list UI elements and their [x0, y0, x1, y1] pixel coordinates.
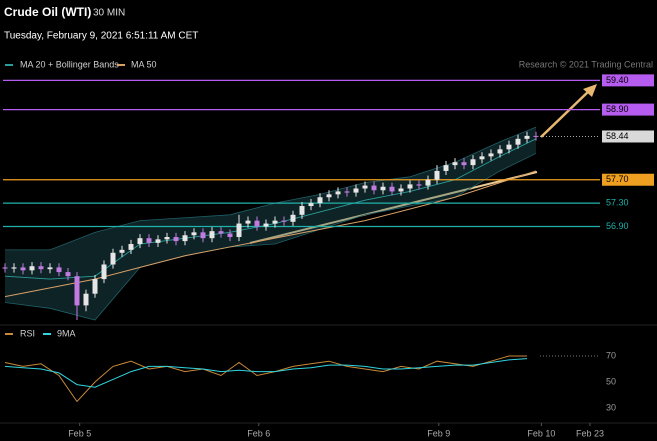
candle-body [191, 232, 197, 236]
x-tick-label: Feb 10 [527, 428, 555, 438]
candle-body [452, 162, 458, 166]
level-label: 57.70 [606, 174, 629, 184]
candle-body [470, 159, 476, 166]
candle-body [38, 266, 44, 270]
candle-body [407, 184, 413, 189]
x-tick-label: Feb 5 [68, 428, 91, 438]
candle-body [443, 165, 449, 171]
candle-body [335, 191, 341, 195]
candle-body [317, 197, 323, 204]
candle-body [200, 232, 206, 239]
legend-label: MA 20 + Bollinger Bands [20, 59, 119, 69]
candle-body [398, 188, 404, 192]
candle-body [56, 267, 62, 273]
candle-body [137, 238, 143, 245]
candle-body [47, 267, 53, 270]
timeframe: 30 MIN [93, 8, 125, 19]
candle-body [110, 252, 116, 265]
trend-line [249, 171, 538, 244]
candle-body [290, 214, 296, 222]
arrow-head [583, 84, 597, 97]
candle-body [488, 153, 494, 157]
candle-body [281, 220, 287, 222]
candle-body [515, 138, 521, 145]
level-label-box [602, 103, 654, 116]
candle-body [20, 267, 26, 271]
legend-label: 9MA [57, 328, 76, 338]
candle-body [74, 276, 80, 306]
legend-label: RSI [20, 328, 35, 338]
level-label: 58.44 [606, 131, 629, 141]
candle-body [29, 266, 35, 271]
candle-body [65, 272, 71, 277]
candle-body [146, 238, 152, 243]
candle-body [11, 267, 17, 269]
candle-body [128, 244, 134, 250]
candle-body [101, 264, 107, 280]
candle-body [236, 223, 242, 238]
date: Tuesday, February 9, 2021 6:51:11 AM CET [4, 31, 198, 42]
chart-title: Crude Oil (WTI) [4, 5, 91, 19]
candle-body [2, 267, 8, 269]
candle-body [497, 149, 503, 154]
candle-body [425, 179, 431, 186]
candle-body [434, 170, 440, 180]
level-label: 56.90 [606, 221, 629, 231]
x-tick-label: Feb 9 [427, 428, 450, 438]
rsi-line [4, 358, 528, 388]
candle-body [227, 233, 233, 238]
rsi-line [4, 355, 527, 403]
candle-body [83, 293, 89, 306]
legend-swatch [5, 333, 13, 335]
candle-body [344, 191, 350, 193]
candle-body [371, 185, 377, 191]
candle-body [119, 249, 125, 253]
y-tick-label: 50 [606, 376, 616, 386]
candle-body [479, 156, 485, 160]
y-tick-label: 70 [606, 350, 616, 360]
x-tick-label: Feb 6 [247, 428, 270, 438]
level-label-box [602, 74, 654, 87]
level-label-box [602, 173, 654, 186]
candle-body [155, 239, 161, 243]
candle-body [254, 220, 260, 227]
candle-body [524, 135, 530, 139]
candle-body [308, 203, 314, 207]
level-label: 58.90 [606, 104, 629, 114]
y-tick-label: 30 [606, 402, 616, 412]
candle-body [353, 188, 359, 193]
legend-swatch [5, 64, 13, 66]
source: Research © 2021 Trading Central [519, 59, 653, 69]
candle-body [506, 144, 512, 150]
candle-body [389, 186, 395, 192]
candle-body [326, 194, 332, 198]
candle-body [182, 235, 188, 242]
legend-swatch [117, 64, 125, 66]
candle-body [533, 135, 539, 137]
candle-body [209, 231, 215, 239]
legend-swatch [43, 333, 51, 335]
level-label-box [602, 130, 654, 143]
candle-body [362, 185, 368, 189]
x-tick-label: Feb 23 [576, 428, 604, 438]
candle-body [272, 220, 278, 224]
candle-body [245, 220, 251, 224]
candle-body [263, 223, 269, 227]
candle-body [173, 237, 179, 242]
candle-body [92, 279, 98, 294]
forecast-arrow [540, 89, 591, 138]
legend-label: MA 50 [131, 59, 157, 69]
bollinger-band [5, 127, 536, 320]
level-label: 59.40 [606, 75, 629, 85]
candle-body [164, 237, 170, 240]
candle-body [218, 231, 224, 234]
candle-body [416, 184, 422, 186]
candle-body [380, 186, 386, 191]
level-label: 57.30 [606, 197, 629, 207]
candle-body [299, 206, 305, 215]
candle-body [461, 162, 467, 166]
